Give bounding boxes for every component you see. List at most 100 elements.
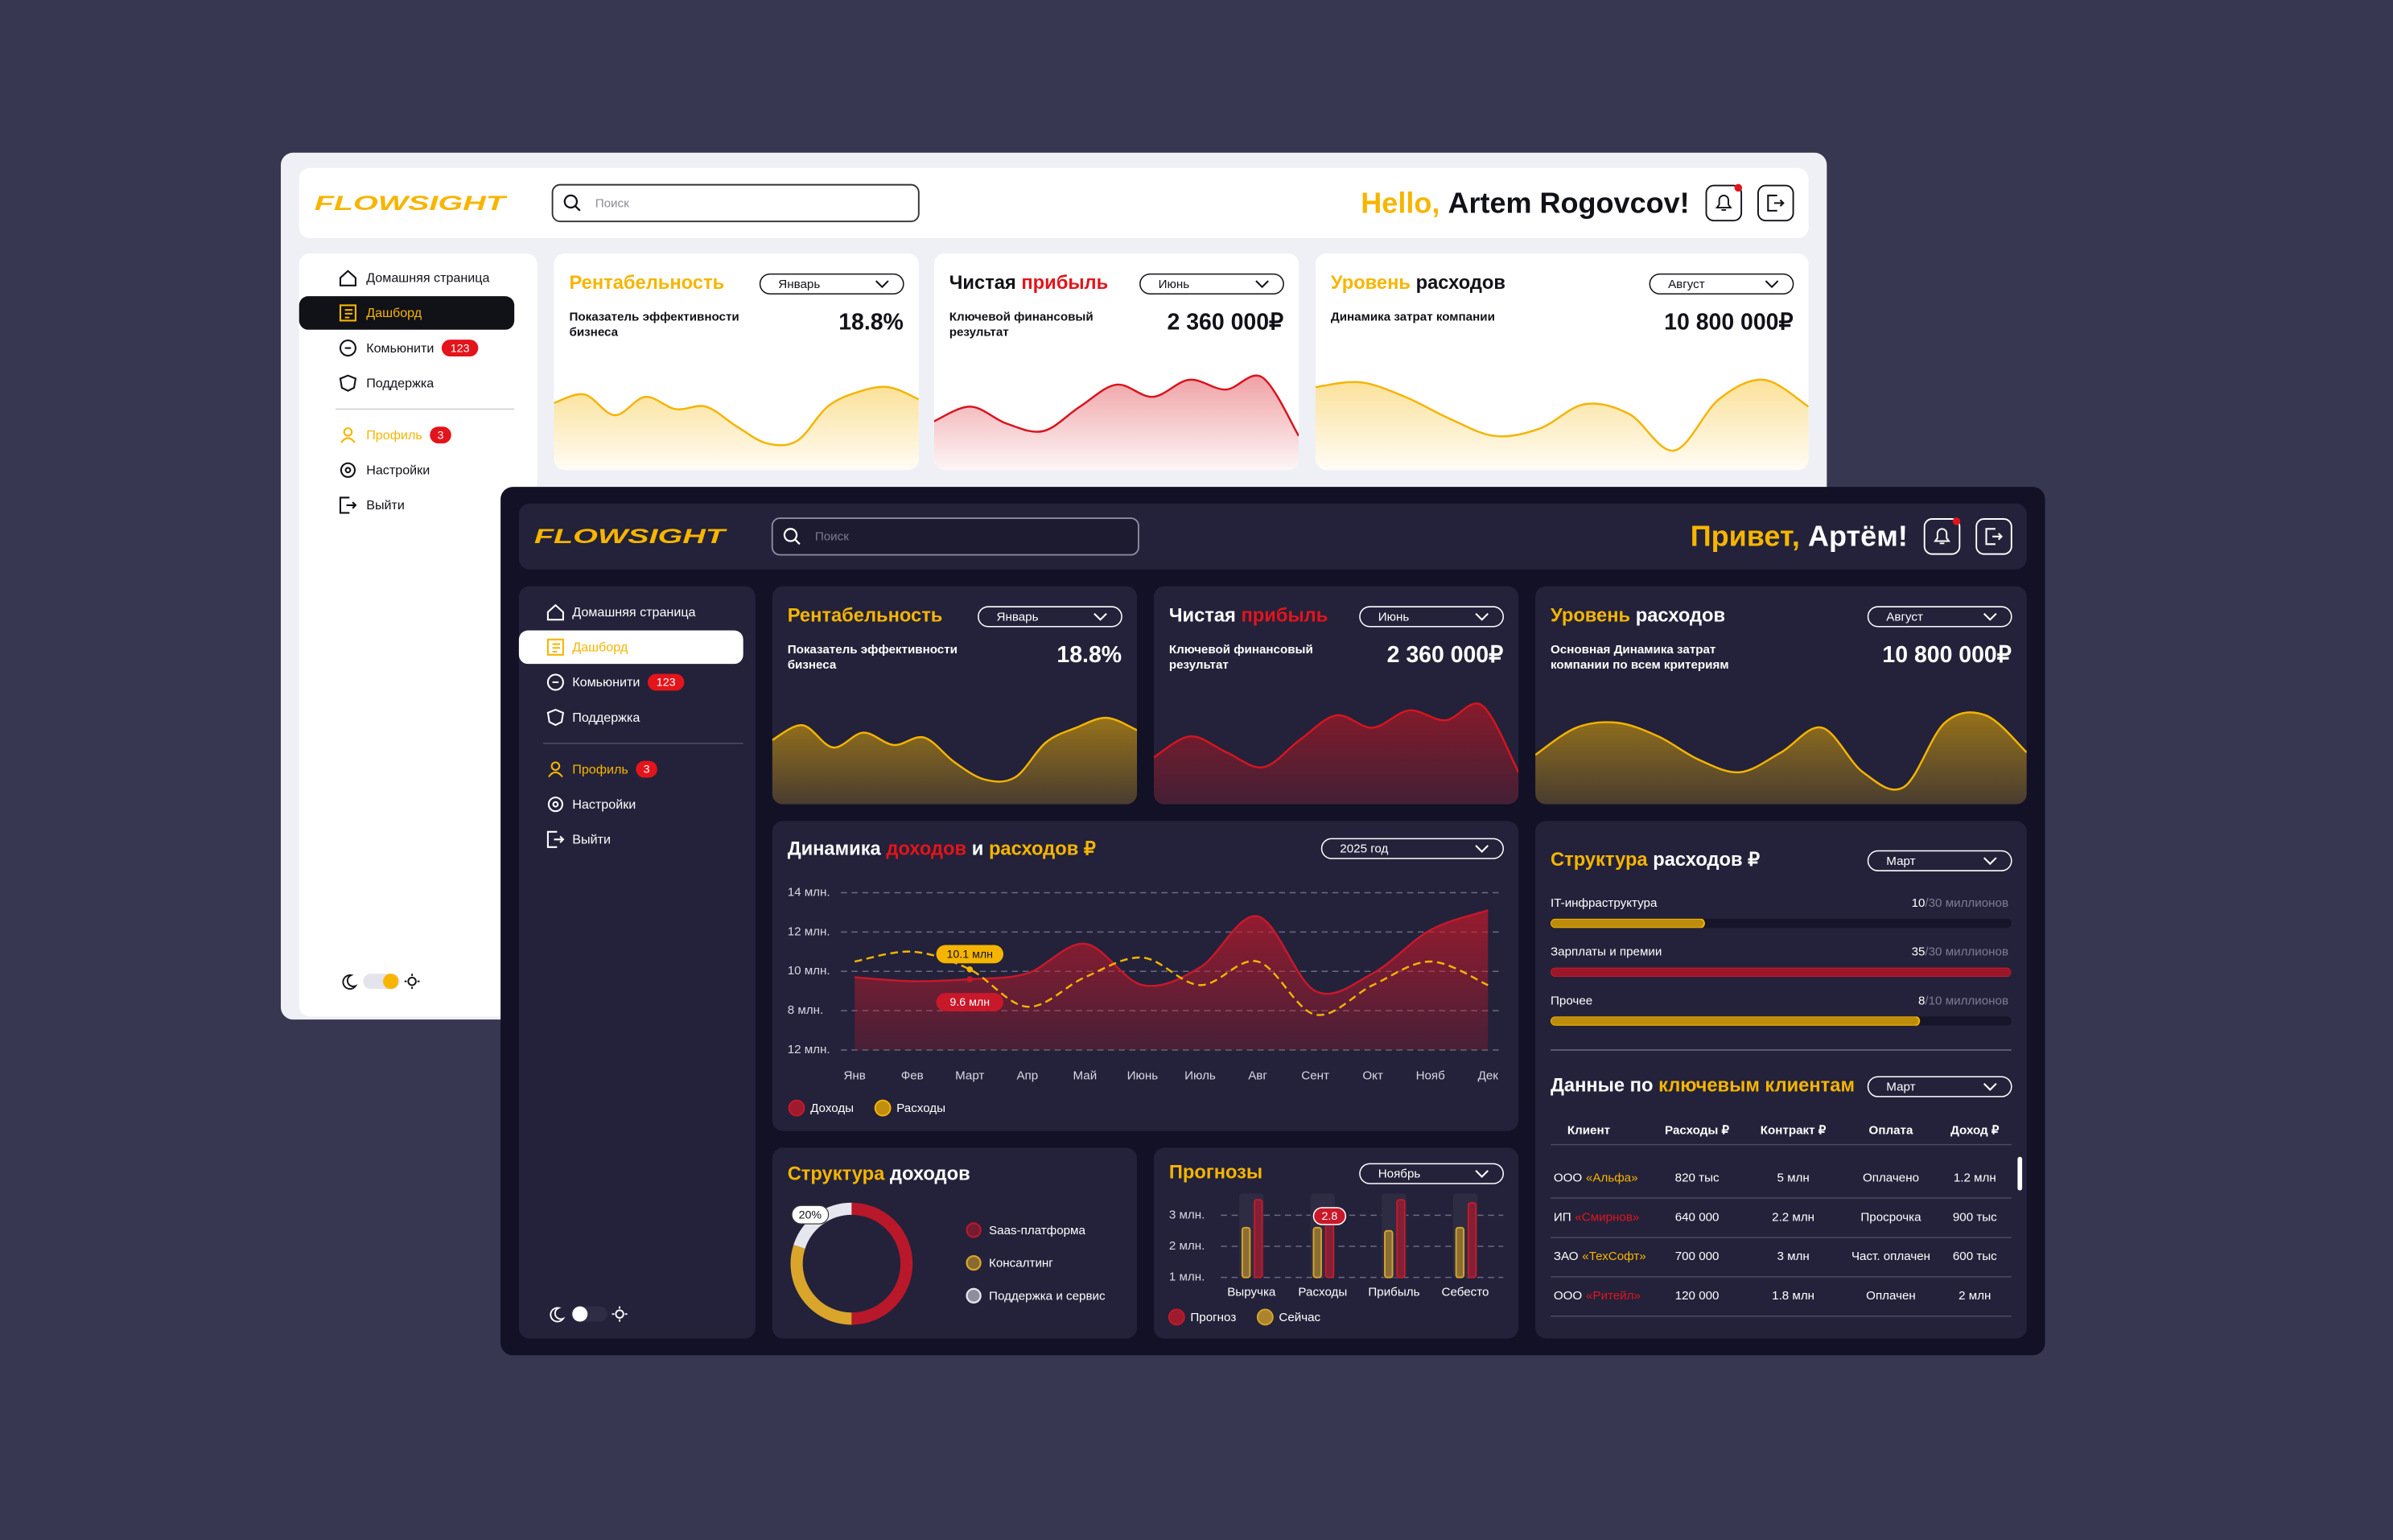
nav-badge-count: 123 bbox=[451, 342, 470, 355]
trend-line bbox=[933, 374, 1299, 437]
greeting-part: Артём! bbox=[1808, 519, 1908, 552]
nav-active bbox=[518, 630, 743, 665]
theme-toggle-knob bbox=[383, 974, 399, 990]
dropdown[interactable] bbox=[759, 273, 904, 294]
table-cell: Просрочка bbox=[1860, 1210, 1921, 1224]
nav-item[interactable]: Поддержка bbox=[366, 376, 434, 390]
trend-line bbox=[1535, 711, 2027, 791]
logo: FLOWSIGHT bbox=[534, 526, 727, 548]
dropdown[interactable] bbox=[1359, 1163, 1504, 1184]
search-box[interactable] bbox=[551, 183, 920, 223]
card-title-part: прибыль bbox=[1021, 273, 1108, 294]
nav-item[interactable]: Дашборд bbox=[366, 306, 422, 320]
nav-item[interactable]: Выйти bbox=[366, 498, 405, 513]
dropdown[interactable] bbox=[1359, 606, 1504, 628]
theme-sun bbox=[615, 1309, 624, 1319]
bar bbox=[1241, 1226, 1251, 1279]
icon-shape bbox=[1767, 194, 1777, 212]
table-header: Контракт ₽ bbox=[1761, 1124, 1827, 1138]
x-tick-label: Себесто bbox=[1442, 1286, 1489, 1299]
icon bbox=[340, 427, 356, 443]
table-cell: 120 000 bbox=[1675, 1289, 1720, 1303]
icon-shape bbox=[1985, 528, 1996, 546]
icon bbox=[339, 304, 356, 322]
data-point bbox=[966, 966, 974, 973]
icon-shape bbox=[339, 304, 356, 322]
dropdown-value: Март bbox=[1886, 1081, 1915, 1094]
series-area bbox=[855, 910, 1489, 1051]
bar bbox=[1396, 1199, 1406, 1279]
dropdown-chevron bbox=[1475, 1170, 1489, 1178]
icon-shape bbox=[546, 638, 564, 656]
nav-item[interactable]: Домашняя страница bbox=[366, 271, 489, 286]
card-title-part: Чистая bbox=[949, 273, 1016, 294]
chart-title-part: Динамика bbox=[788, 839, 882, 860]
search-box[interactable] bbox=[771, 517, 1139, 556]
scrollbar bbox=[2017, 1156, 2023, 1191]
icon-shape bbox=[546, 603, 564, 621]
chart-title: Прогнозы bbox=[1169, 1163, 1262, 1184]
nav-item[interactable]: Настройки bbox=[572, 797, 636, 812]
y-tick-label: 2 млн. bbox=[1169, 1239, 1205, 1253]
dropdown-value: Август bbox=[1668, 278, 1705, 291]
nav-item[interactable]: Комьюнити bbox=[572, 675, 640, 690]
dropdown[interactable] bbox=[1867, 606, 2012, 628]
icon-shape bbox=[552, 801, 559, 808]
client-name: ООО «Альфа» bbox=[1554, 1171, 1638, 1184]
legend-swatch bbox=[874, 1099, 892, 1117]
theme-moon bbox=[342, 974, 358, 990]
card-title: Рентабельность bbox=[788, 606, 943, 627]
legend-label: Сейчас bbox=[1279, 1311, 1320, 1324]
dropdown[interactable] bbox=[1867, 1076, 2012, 1097]
legend-label: Saas-платформа bbox=[989, 1224, 1085, 1237]
progress-bar bbox=[1551, 967, 2012, 978]
nav-badge bbox=[647, 673, 685, 691]
icon-shape bbox=[340, 462, 356, 478]
nav-item[interactable]: Поддержка bbox=[572, 710, 640, 725]
logo: FLOWSIGHT bbox=[315, 193, 508, 215]
nav-item[interactable]: Комьюнити bbox=[366, 341, 434, 356]
sidebar bbox=[299, 253, 537, 1017]
theme-toggle-knob bbox=[572, 1306, 588, 1322]
notifications-button[interactable] bbox=[1923, 518, 1961, 555]
dropdown[interactable] bbox=[1649, 273, 1794, 294]
table-header: Оплата bbox=[1869, 1124, 1913, 1138]
nav-item[interactable]: Выйти bbox=[572, 833, 611, 847]
value-label: 9.6 млн bbox=[949, 996, 990, 1009]
dropdown-value: 2025 год bbox=[1340, 842, 1388, 856]
icon-shape bbox=[548, 771, 563, 778]
x-tick-label: Расходы bbox=[1298, 1286, 1347, 1299]
logout-button[interactable] bbox=[1975, 518, 2012, 555]
dropdown[interactable] bbox=[1139, 273, 1284, 294]
nav-item[interactable]: Дашборд bbox=[572, 640, 628, 655]
icon bbox=[339, 496, 357, 514]
value-label-pill bbox=[1312, 1207, 1347, 1225]
dropdown[interactable] bbox=[978, 606, 1122, 628]
icon bbox=[546, 638, 564, 656]
x-tick-label: Дек bbox=[1478, 1069, 1499, 1082]
dropdown-value: Июнь bbox=[1159, 278, 1190, 291]
logout-button[interactable] bbox=[1757, 184, 1794, 222]
dropdown-value: Июнь bbox=[1378, 610, 1410, 624]
nav-item[interactable]: Профиль bbox=[572, 762, 628, 776]
card-title-part: Рентабельность bbox=[569, 273, 724, 294]
trend-area bbox=[772, 718, 1138, 805]
legend-label: Доходы bbox=[810, 1101, 854, 1115]
progress-limit: /10 миллионов bbox=[1925, 994, 2008, 1007]
search-icon bbox=[575, 205, 581, 212]
icon-shape bbox=[346, 501, 357, 509]
notifications-button[interactable] bbox=[1705, 184, 1743, 222]
dropdown-value: Ноябрь bbox=[1378, 1167, 1421, 1181]
nav-item[interactable]: Настройки bbox=[366, 463, 430, 478]
nav-item[interactable]: Домашняя страница bbox=[572, 605, 695, 620]
y-tick-label: 10 млн. bbox=[788, 964, 830, 978]
dropdown[interactable] bbox=[1320, 838, 1504, 859]
client-name: ООО «Ритейл» bbox=[1554, 1289, 1641, 1303]
chart-title-part: Структура bbox=[788, 1164, 885, 1185]
greeting-part: Hello, bbox=[1361, 186, 1440, 219]
dropdown[interactable] bbox=[1867, 850, 2012, 871]
nav-item[interactable]: Профиль bbox=[366, 428, 422, 443]
dropdown-chevron bbox=[875, 280, 889, 289]
bar bbox=[1324, 1221, 1335, 1279]
